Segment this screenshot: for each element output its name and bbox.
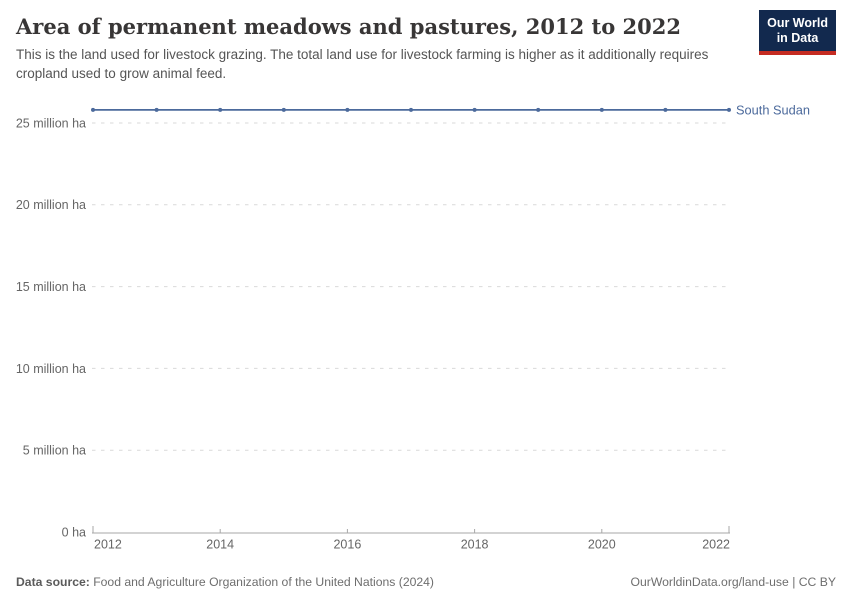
y-tick-label: 5 million ha (23, 444, 86, 458)
x-tick-label: 2022 (702, 537, 730, 551)
y-tick-label: 10 million ha (16, 362, 86, 376)
data-source: Data source: Food and Agriculture Organi… (16, 575, 434, 589)
attribution-link[interactable]: OurWorldinData.org/land-use | CC BY (630, 575, 836, 589)
data-point[interactable] (345, 107, 350, 112)
data-point[interactable] (154, 107, 159, 112)
data-source-text: Food and Agriculture Organization of the… (89, 575, 434, 589)
data-point[interactable] (536, 107, 541, 112)
line-chart: 0 ha 5 million ha 10 million ha 15 million … (16, 102, 810, 551)
data-point[interactable] (218, 107, 223, 112)
chart-header: Area of permanent meadows and pastures, … (16, 14, 750, 84)
chart-area: 0 ha 5 million ha 10 million ha 15 million … (0, 96, 850, 560)
y-tick-label: 15 million ha (16, 280, 86, 294)
data-point[interactable] (663, 107, 668, 112)
data-point[interactable] (91, 107, 95, 112)
data-point[interactable] (281, 107, 286, 112)
data-point[interactable] (599, 107, 604, 112)
data-point[interactable] (409, 107, 413, 112)
y-tick-label: 0 ha (62, 525, 86, 539)
data-point[interactable] (727, 107, 731, 112)
chart-subtitle: This is the land used for livestock graz… (16, 47, 709, 82)
x-tick-label: 2014 (206, 537, 234, 551)
x-tick-label: 2020 (588, 537, 616, 551)
entity-label[interactable]: South Sudan (736, 102, 810, 117)
x-tick-label: 2016 (333, 537, 361, 551)
data-source-label: Data source: (16, 575, 90, 589)
chart-footer: Data source: Food and Agriculture Organi… (16, 575, 836, 589)
x-tick-label: 2018 (461, 537, 489, 551)
owid-logo[interactable]: Our World in Data (759, 10, 836, 55)
x-tick-label: 2012 (94, 537, 122, 551)
y-tick-label: 20 million ha (16, 198, 86, 212)
y-tick-label: 25 million ha (16, 116, 86, 130)
page-title: Area of permanent meadows and pastures, … (16, 14, 681, 39)
owid-logo-line1: Our World (767, 16, 828, 30)
owid-logo-line2: in Data (776, 31, 819, 46)
data-point[interactable] (472, 107, 477, 112)
